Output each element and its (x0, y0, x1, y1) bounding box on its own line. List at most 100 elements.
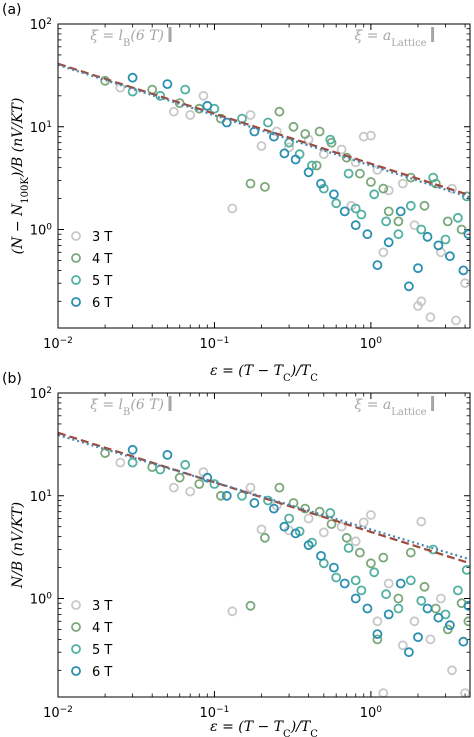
data-point (365, 130, 376, 141)
legend: 3 T 4 T 5 T 6 T (71, 230, 112, 311)
data-point (356, 209, 367, 220)
panel-b: (b) 10−2 10−1 100 100 101 102 ξ = lB(6 T) ξ = aL… (2, 371, 471, 737)
data-point (279, 148, 290, 159)
data-point (331, 198, 342, 209)
panel-label: (a) (2, 2, 22, 18)
y-tick-label: 102 (30, 17, 52, 33)
data-point (463, 229, 470, 240)
legend-label: 5 T (92, 643, 112, 658)
data-point (378, 688, 389, 697)
data-point (274, 106, 285, 117)
annotation-bar (431, 27, 435, 42)
data-point (356, 585, 367, 596)
data-point (318, 149, 329, 160)
x-axis-label: ε = (T − TC)/TC (210, 363, 318, 384)
data-point (461, 191, 470, 202)
data-point (185, 486, 196, 497)
data-point (127, 72, 138, 83)
data-point (336, 521, 347, 532)
data-point (381, 216, 392, 227)
legend-label: 3 T (92, 230, 112, 245)
data-point (343, 168, 354, 179)
legend-label: 4 T (92, 252, 112, 267)
data-point (274, 482, 285, 493)
data-point (314, 126, 325, 137)
annotation-label: ξ = aLattice (355, 28, 427, 49)
data-point (350, 536, 361, 547)
data-point (259, 181, 270, 192)
data-point (369, 189, 380, 200)
data-point (288, 121, 299, 132)
data-point (249, 498, 260, 508)
data-point (198, 90, 209, 101)
series-3T (115, 82, 470, 326)
data-point (341, 532, 352, 543)
y-tick-label: 100 (30, 592, 53, 608)
data-point (194, 479, 205, 489)
data-point (456, 224, 467, 235)
data-point (215, 490, 226, 501)
data-point (460, 278, 470, 289)
y-tick-label: 101 (30, 489, 52, 505)
data-point (416, 224, 427, 235)
data-point (227, 203, 238, 214)
data-point (339, 578, 350, 589)
y-axis-label: N/B (nV/KT) (10, 502, 26, 589)
legend-marker (71, 231, 81, 241)
data-point (365, 558, 376, 569)
data-point (393, 603, 404, 614)
legend-marker (71, 253, 81, 263)
data-point (458, 636, 469, 647)
data-point (316, 551, 326, 561)
legend-label: 5 T (92, 274, 112, 289)
x-tick-label: 100 (360, 336, 383, 352)
data-point (284, 142, 295, 153)
data-point (393, 216, 404, 227)
data-point (425, 312, 436, 323)
data-point (452, 212, 463, 223)
data-point (174, 472, 185, 483)
data-point (435, 593, 446, 604)
data-point (245, 600, 256, 611)
data-point (397, 178, 408, 189)
legend-label: 4 T (92, 621, 112, 636)
panel-a: (a) 10−2 10−1 100 100 101 102 ξ = lB(6 T) ξ = aL… (2, 2, 471, 384)
series-6T (127, 72, 470, 292)
data-point (372, 629, 383, 639)
legend: 3 T 4 T 5 T 6 T (71, 599, 112, 680)
data-point (463, 616, 470, 627)
data-point (162, 79, 173, 89)
data-point (256, 141, 267, 151)
data-point (180, 84, 191, 95)
annotation-bar (168, 27, 172, 42)
data-point (350, 575, 361, 586)
data-point (318, 183, 329, 194)
data-point (403, 281, 414, 292)
data-point (202, 472, 213, 483)
series-3T (115, 457, 470, 697)
data-point (422, 231, 433, 242)
data-point (447, 665, 457, 676)
data-point (440, 234, 451, 245)
data-point (115, 457, 126, 468)
data-point (433, 240, 444, 251)
annotation-bar (431, 396, 435, 411)
data-point (290, 154, 301, 165)
data-point (325, 508, 336, 518)
data-point (383, 185, 394, 196)
data-point (397, 640, 408, 651)
data-point (259, 532, 270, 543)
data-point (221, 117, 232, 128)
data-point (303, 540, 314, 551)
data-point (383, 609, 394, 620)
data-point (168, 106, 179, 117)
x-tick-label: 100 (360, 705, 383, 721)
data-point (336, 144, 347, 155)
data-point (245, 482, 256, 493)
data-point (458, 265, 469, 276)
data-point (419, 200, 430, 211)
data-point (383, 206, 394, 217)
x-tick-label: 10−1 (200, 705, 230, 721)
data-layer (100, 72, 470, 326)
legend-marker (71, 275, 81, 285)
